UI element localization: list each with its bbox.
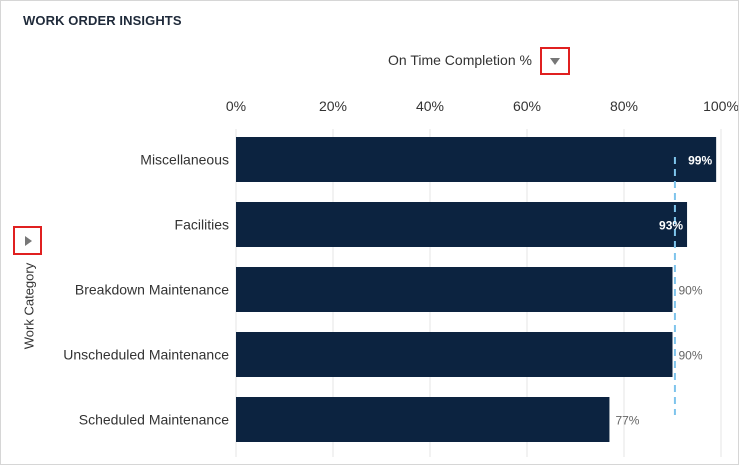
x-tick-label: 20% [319,98,347,114]
x-tick-label: 0% [226,98,246,114]
bar [236,137,717,182]
category-expand-button[interactable] [13,226,42,255]
data-label: 90% [679,349,703,363]
data-label: 99% [688,154,712,168]
category-label: Unscheduled Maintenance [63,347,229,363]
category-label: Scheduled Maintenance [79,412,229,428]
data-label: 77% [615,414,639,428]
bar [236,267,673,312]
category-label: Facilities [175,217,229,233]
bar [236,332,673,377]
x-tick-label: 80% [610,98,638,114]
x-tick-label: 60% [513,98,541,114]
bar [236,202,688,247]
triangle-right-icon [25,235,32,246]
measure-dropdown-button[interactable] [540,47,570,75]
measure-label: On Time Completion % [388,52,532,68]
x-tick-label: 40% [416,98,444,114]
x-tick-label: 100% [703,98,738,114]
triangle-down-icon [550,57,560,65]
category-label: Miscellaneous [140,152,229,168]
data-label: 90% [679,284,703,298]
bar [236,397,610,442]
category-label: Breakdown Maintenance [75,282,229,298]
data-label: 93% [659,219,683,233]
panel-title: WORK ORDER INSIGHTS [23,13,182,28]
